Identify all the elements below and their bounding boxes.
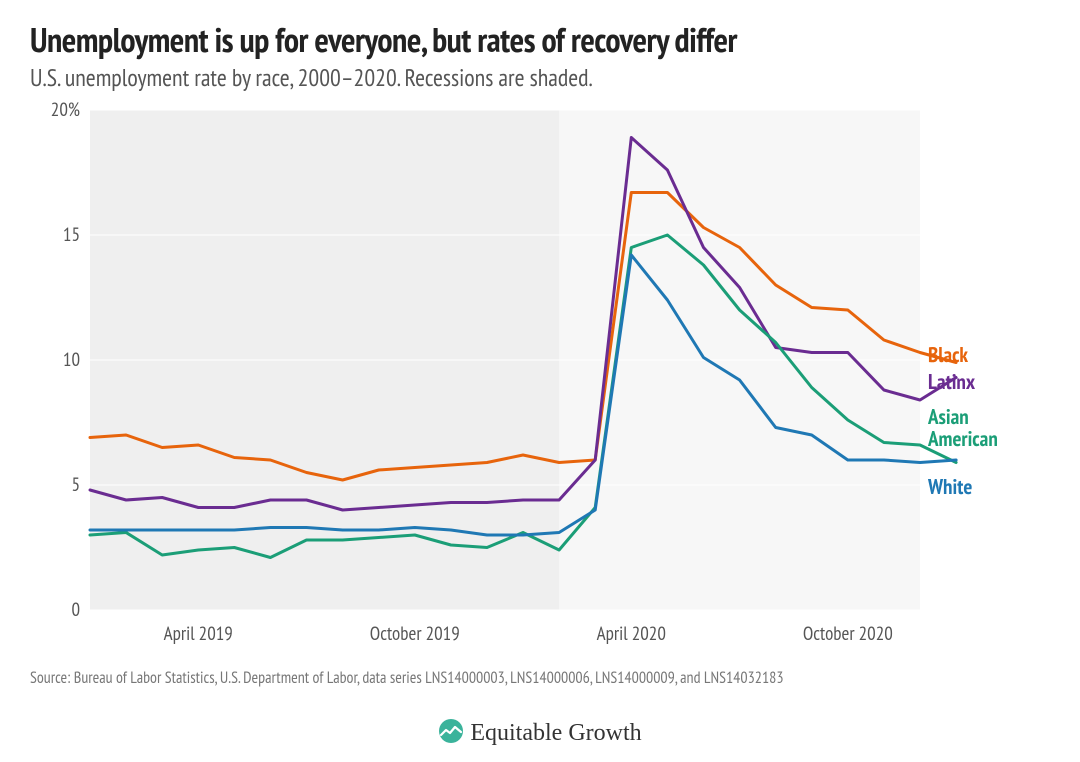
y-tick-label: 15 — [63, 223, 80, 247]
x-tick-label: April 2020 — [597, 622, 666, 646]
chart-title: Unemployment is up for everyone, but rat… — [30, 18, 737, 62]
y-tick-label: 0 — [71, 598, 80, 622]
series-label-latinx: Latinx — [928, 368, 975, 395]
y-tick-label: 5 — [71, 473, 80, 497]
chart-subtitle: U.S. unemployment rate by race, 2000–202… — [30, 62, 593, 93]
x-tick-label: October 2019 — [370, 622, 460, 646]
y-tick-label: 20% — [51, 100, 80, 122]
brand-logo-icon — [438, 718, 464, 751]
chart-figure: Unemployment is up for everyone, but rat… — [0, 0, 1080, 762]
brand-name: Equitable Growth — [470, 720, 641, 746]
x-tick-label: April 2019 — [164, 622, 233, 646]
series-label-asian-american: AsianAmerican — [928, 406, 998, 450]
series-label-black: Black — [928, 341, 968, 368]
chart-source: Source: Bureau of Labor Statistics, U.S.… — [30, 668, 1050, 688]
y-tick-label: 10 — [63, 348, 80, 372]
series-label-white: White — [928, 473, 972, 500]
footer-brand: Equitable Growth — [0, 718, 1080, 751]
x-tick-label: October 2020 — [803, 622, 893, 646]
line-chart: 0 5 10 15 20% April 2019 October 2019 April 202… — [30, 100, 1050, 660]
